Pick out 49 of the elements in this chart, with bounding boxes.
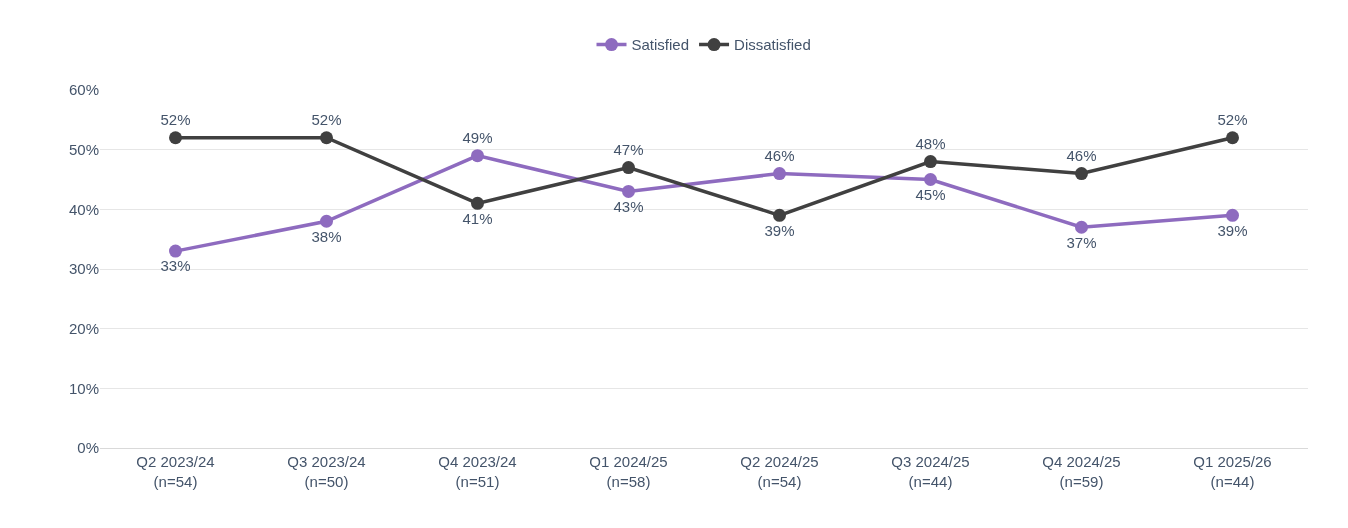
data-label: 46% xyxy=(764,146,795,164)
data-label: 33% xyxy=(160,257,191,275)
point xyxy=(320,214,333,228)
data-label: 39% xyxy=(764,221,795,239)
point xyxy=(924,155,937,169)
point xyxy=(1075,220,1088,234)
legend-label: Satisfied xyxy=(631,36,690,54)
point xyxy=(320,131,333,145)
data-label: 39% xyxy=(1217,221,1248,239)
x-tick-label: Q1 2025/26 (n=44) xyxy=(1193,453,1272,490)
y-tick-label: 50% xyxy=(68,140,99,158)
legend-label: Dissatisfied xyxy=(734,36,811,54)
point xyxy=(773,208,786,222)
data-label: 49% xyxy=(462,128,493,146)
x-tick-label: Q2 2024/25 (n=54) xyxy=(740,453,819,490)
data-label: 52% xyxy=(160,110,191,128)
x-tick-label: Q4 2024/25 (n=59) xyxy=(1042,453,1121,490)
data-label: 41% xyxy=(462,209,493,227)
data-label: 45% xyxy=(915,185,946,203)
y-tick-label: 40% xyxy=(68,200,99,218)
point xyxy=(471,149,484,163)
point xyxy=(622,184,635,198)
data-label: 46% xyxy=(1066,146,1097,164)
point xyxy=(1075,167,1088,181)
point xyxy=(169,131,182,145)
x-tick-label: Q2 2023/24 (n=54) xyxy=(136,453,215,490)
y-tick-label: 30% xyxy=(68,260,99,278)
data-label: 37% xyxy=(1066,233,1097,251)
point xyxy=(169,244,182,258)
y-tick-label: 10% xyxy=(68,379,99,397)
data-label: 48% xyxy=(915,134,946,152)
point xyxy=(622,161,635,175)
data-label: 43% xyxy=(613,197,644,215)
point xyxy=(773,167,786,181)
x-tick-label: Q3 2024/25 (n=44) xyxy=(891,453,970,490)
y-tick-label: 60% xyxy=(68,81,99,99)
point xyxy=(1226,131,1239,145)
data-label: 52% xyxy=(1217,110,1248,128)
point xyxy=(471,196,484,210)
x-tick-label: Q1 2024/25 (n=58) xyxy=(589,453,668,490)
data-label: 52% xyxy=(311,110,342,128)
y-tick-label: 20% xyxy=(68,319,99,337)
data-label: 38% xyxy=(311,227,342,245)
x-tick-label: Q4 2023/24 (n=51) xyxy=(438,453,517,490)
point xyxy=(1226,208,1239,222)
x-tick-label: Q3 2023/24 (n=50) xyxy=(287,453,366,490)
y-tick-label: 0% xyxy=(77,439,99,457)
data-label: 47% xyxy=(613,140,644,158)
point xyxy=(924,173,937,186)
